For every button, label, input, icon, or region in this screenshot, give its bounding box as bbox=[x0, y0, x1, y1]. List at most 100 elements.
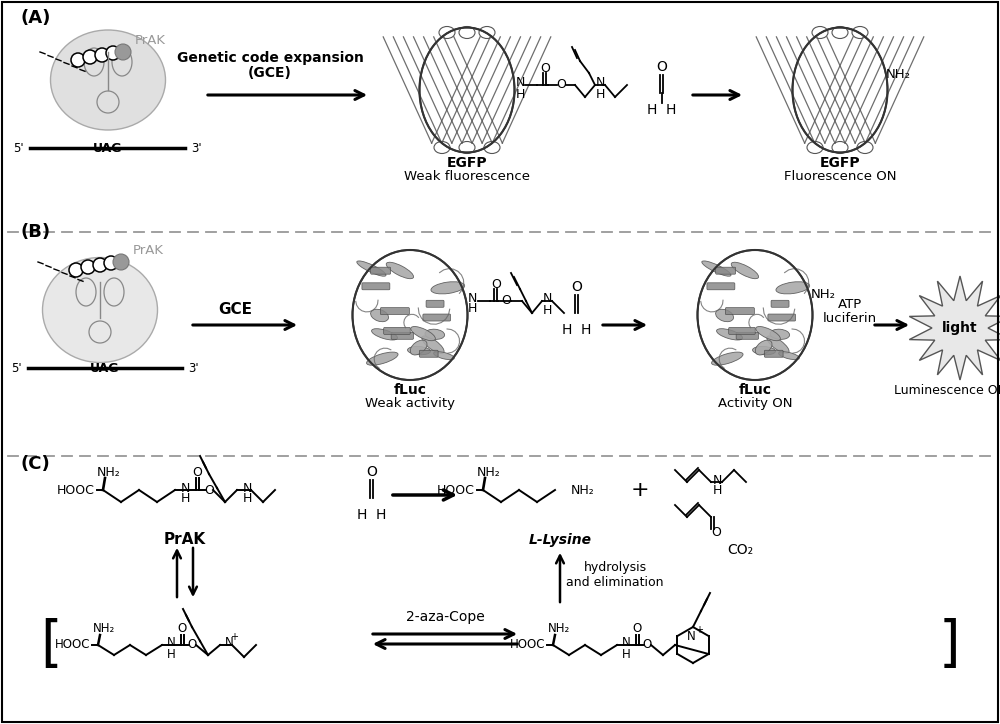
Text: HOOC: HOOC bbox=[54, 639, 90, 652]
Text: N: N bbox=[542, 292, 552, 306]
FancyBboxPatch shape bbox=[725, 308, 754, 315]
Text: UAG: UAG bbox=[90, 361, 120, 374]
Ellipse shape bbox=[422, 336, 444, 353]
Text: NH₂: NH₂ bbox=[548, 623, 570, 636]
Text: NH₂: NH₂ bbox=[477, 466, 501, 479]
Text: 3': 3' bbox=[191, 141, 202, 154]
Text: fLuc: fLuc bbox=[394, 383, 426, 397]
Ellipse shape bbox=[756, 327, 780, 341]
Ellipse shape bbox=[352, 250, 468, 380]
Ellipse shape bbox=[42, 258, 158, 363]
Circle shape bbox=[93, 258, 107, 272]
Text: H: H bbox=[562, 323, 572, 337]
Text: N: N bbox=[225, 636, 233, 649]
Text: H: H bbox=[515, 88, 525, 101]
Text: N: N bbox=[622, 636, 630, 649]
Ellipse shape bbox=[372, 329, 397, 340]
Text: N: N bbox=[467, 292, 477, 305]
Text: hydrolysis: hydrolysis bbox=[583, 562, 647, 575]
Circle shape bbox=[115, 44, 131, 60]
Text: 2-aza-Cope: 2-aza-Cope bbox=[406, 610, 484, 624]
Ellipse shape bbox=[717, 329, 742, 340]
Text: Weak fluorescence: Weak fluorescence bbox=[404, 169, 530, 182]
Text: N: N bbox=[167, 636, 175, 649]
Text: H: H bbox=[622, 647, 630, 660]
Text: O: O bbox=[540, 62, 550, 75]
Text: +: + bbox=[230, 632, 238, 642]
Text: H: H bbox=[180, 492, 190, 505]
Text: HOOC: HOOC bbox=[510, 639, 545, 652]
Text: ]: ] bbox=[938, 618, 960, 672]
Text: 5': 5' bbox=[11, 361, 22, 374]
Text: Activity ON: Activity ON bbox=[718, 397, 792, 410]
Text: [: [ bbox=[40, 618, 62, 672]
Text: H: H bbox=[595, 88, 605, 101]
Ellipse shape bbox=[420, 28, 514, 153]
Text: N: N bbox=[595, 77, 605, 90]
Text: N: N bbox=[687, 629, 695, 642]
FancyBboxPatch shape bbox=[729, 327, 755, 334]
Ellipse shape bbox=[792, 28, 888, 153]
FancyBboxPatch shape bbox=[419, 350, 438, 357]
Text: PrAK: PrAK bbox=[134, 33, 166, 46]
Text: H: H bbox=[357, 508, 367, 522]
Ellipse shape bbox=[371, 309, 389, 321]
FancyBboxPatch shape bbox=[384, 327, 410, 334]
Ellipse shape bbox=[779, 352, 799, 360]
Text: H: H bbox=[542, 303, 552, 316]
Text: O: O bbox=[711, 526, 721, 539]
Circle shape bbox=[71, 53, 85, 67]
Ellipse shape bbox=[776, 282, 810, 294]
Text: +: + bbox=[631, 480, 649, 500]
FancyBboxPatch shape bbox=[391, 332, 413, 340]
Text: O: O bbox=[656, 60, 667, 74]
Text: O: O bbox=[501, 295, 511, 308]
Ellipse shape bbox=[431, 282, 465, 294]
Ellipse shape bbox=[712, 352, 743, 365]
Ellipse shape bbox=[767, 336, 789, 353]
Text: Luminescence ON: Luminescence ON bbox=[894, 384, 1000, 397]
Text: CO₂: CO₂ bbox=[727, 543, 753, 557]
FancyBboxPatch shape bbox=[426, 300, 444, 307]
Ellipse shape bbox=[411, 327, 435, 341]
Ellipse shape bbox=[434, 352, 454, 360]
Text: (GCE): (GCE) bbox=[248, 66, 292, 80]
Text: N: N bbox=[242, 481, 252, 494]
Circle shape bbox=[83, 50, 97, 64]
FancyBboxPatch shape bbox=[362, 283, 390, 290]
Text: EGFP: EGFP bbox=[447, 156, 487, 170]
Circle shape bbox=[95, 48, 109, 62]
Text: N: N bbox=[180, 481, 190, 494]
Ellipse shape bbox=[357, 261, 386, 277]
Text: O: O bbox=[632, 623, 642, 636]
FancyBboxPatch shape bbox=[707, 283, 735, 290]
Ellipse shape bbox=[50, 30, 166, 130]
Text: GCE: GCE bbox=[218, 303, 252, 318]
Text: O: O bbox=[642, 639, 652, 652]
Text: Fluorescence ON: Fluorescence ON bbox=[784, 169, 896, 182]
Text: light: light bbox=[942, 321, 978, 335]
Text: H: H bbox=[467, 303, 477, 316]
Text: NH₂: NH₂ bbox=[810, 288, 836, 301]
Ellipse shape bbox=[386, 262, 414, 279]
Text: H: H bbox=[666, 103, 676, 117]
Text: EGFP: EGFP bbox=[820, 156, 860, 170]
FancyBboxPatch shape bbox=[768, 314, 796, 321]
Ellipse shape bbox=[770, 329, 790, 340]
Text: O: O bbox=[571, 280, 582, 294]
Text: H: H bbox=[647, 103, 657, 117]
Text: H: H bbox=[712, 484, 722, 497]
Text: NH₂: NH₂ bbox=[571, 484, 595, 497]
Circle shape bbox=[104, 256, 118, 270]
Ellipse shape bbox=[731, 262, 759, 279]
Text: N: N bbox=[515, 77, 525, 90]
Ellipse shape bbox=[698, 250, 812, 380]
Text: O: O bbox=[204, 484, 214, 497]
Circle shape bbox=[113, 254, 129, 270]
Text: O: O bbox=[491, 277, 501, 290]
FancyBboxPatch shape bbox=[771, 300, 789, 307]
Text: H: H bbox=[242, 492, 252, 505]
Text: O: O bbox=[187, 639, 197, 652]
FancyBboxPatch shape bbox=[764, 350, 783, 357]
Text: H: H bbox=[167, 647, 175, 660]
